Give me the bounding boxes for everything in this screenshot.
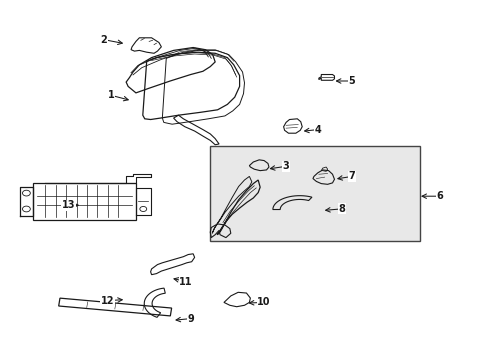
Text: 1: 1 xyxy=(108,90,115,100)
Text: 8: 8 xyxy=(338,204,345,214)
Bar xyxy=(33,183,136,220)
Text: 7: 7 xyxy=(348,171,355,181)
Bar xyxy=(210,146,419,241)
Text: 3: 3 xyxy=(282,161,289,171)
Text: 10: 10 xyxy=(257,297,270,307)
Text: 5: 5 xyxy=(348,76,355,86)
Text: 12: 12 xyxy=(101,296,114,306)
Text: 13: 13 xyxy=(61,200,75,210)
Text: 9: 9 xyxy=(187,314,194,324)
Text: 6: 6 xyxy=(436,191,443,201)
Text: 4: 4 xyxy=(314,125,321,135)
Text: 2: 2 xyxy=(100,35,107,45)
Text: 11: 11 xyxy=(179,276,192,287)
